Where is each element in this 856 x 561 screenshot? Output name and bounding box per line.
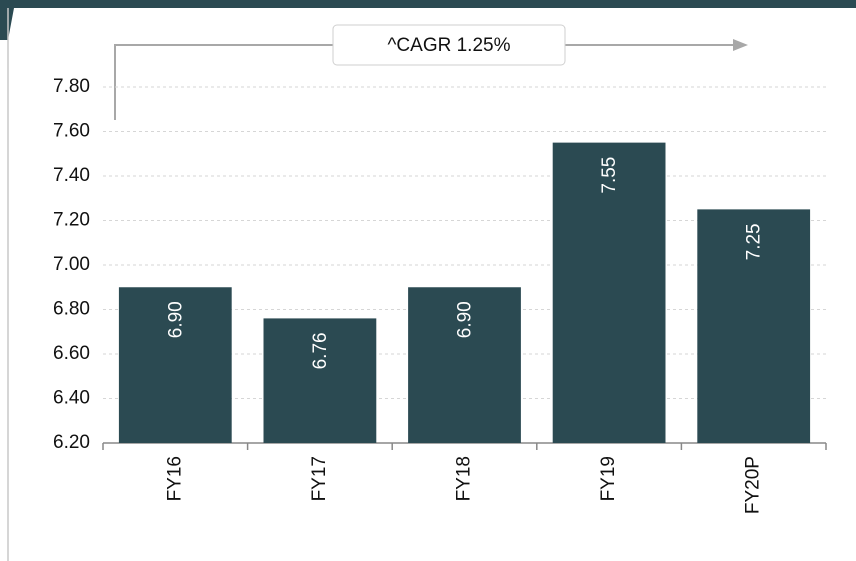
y-tick-label: 7.00 [53,254,90,275]
cagr-arrowhead [733,39,748,51]
y-tick-label: 6.80 [53,299,90,320]
cagr-box [332,24,566,66]
x-tick-label: FY16 [164,456,185,501]
y-tick-label: 6.20 [53,432,90,453]
x-tick-label: FY18 [454,456,475,501]
y-tick-label: 7.20 [53,210,90,231]
value-label: 6.90 [165,301,186,338]
x-tick-label: FY17 [309,456,330,501]
y-tick-label: 6.60 [53,343,90,364]
value-label: 6.90 [455,301,476,338]
bar [697,209,811,443]
x-tick-label: FY19 [598,456,619,501]
bar [408,287,521,443]
top-bar [0,0,856,8]
value-label: 6.76 [310,332,331,369]
value-label: 7.55 [599,157,620,194]
cagr-label: ^CAGR 1.25% [388,35,511,56]
value-label: 7.25 [744,223,765,260]
bar [263,318,377,443]
y-tick-label: 7.60 [53,121,90,142]
y-tick-label: 7.80 [53,76,90,97]
y-tick-label: 7.40 [53,165,90,186]
bar [552,142,666,443]
y-tick-label: 6.40 [53,388,90,409]
bar [118,287,232,443]
corner-mark [0,8,14,40]
x-tick-label: FY20P [743,456,764,514]
